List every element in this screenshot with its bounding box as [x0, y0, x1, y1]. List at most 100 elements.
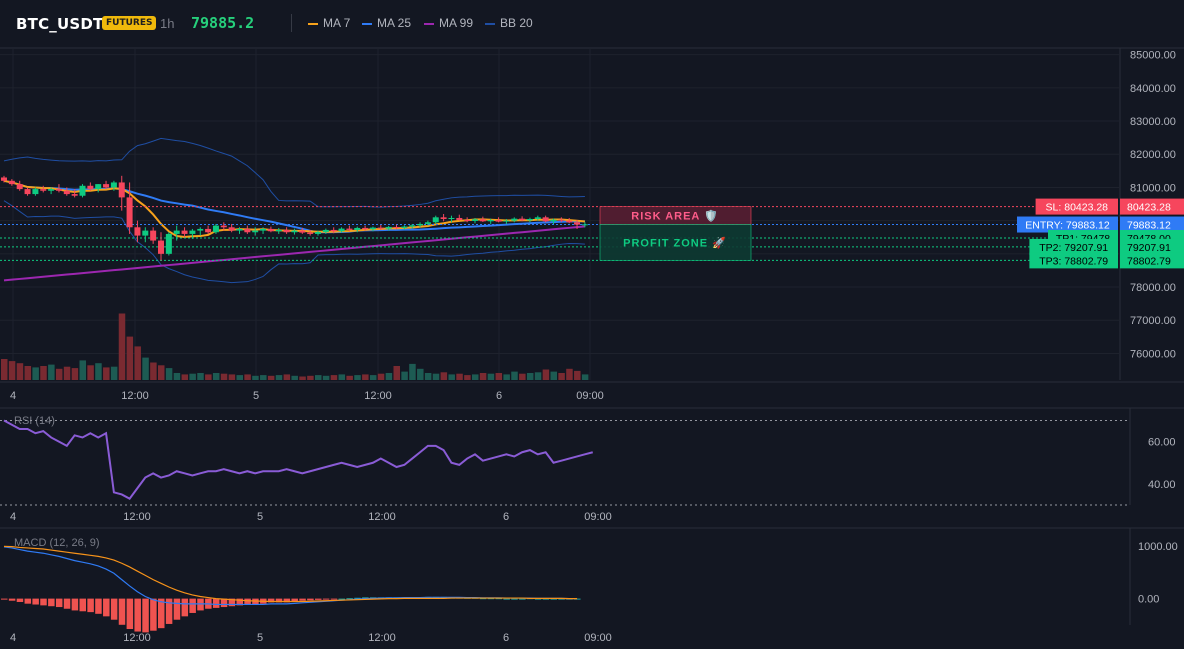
candle-body — [71, 194, 78, 196]
level-tag-bg-tp3 — [1029, 252, 1118, 269]
macd-hist-bar — [48, 598, 55, 607]
volume-bar — [542, 369, 550, 380]
candle-body — [79, 185, 86, 196]
macd-hist-bar — [212, 598, 220, 608]
macd-x-tick: 5 — [257, 632, 263, 644]
volume-bar — [150, 362, 157, 380]
volume-bar — [440, 372, 448, 380]
volume-bar — [8, 361, 16, 380]
candle-body — [244, 228, 251, 233]
macd-x-tick: 12:00 — [368, 632, 396, 644]
candle-body — [448, 217, 455, 219]
macd-hist-bar — [550, 598, 557, 600]
candle-body — [315, 231, 321, 234]
volume-bar — [48, 364, 55, 380]
macd-hist-bar — [275, 598, 283, 603]
volume-bar — [456, 373, 463, 380]
volume-bar — [448, 374, 455, 380]
volume-bar — [16, 363, 24, 380]
candle-body — [322, 229, 329, 232]
candle-body — [158, 240, 164, 254]
candle-body — [479, 219, 486, 222]
symbol-label[interactable]: BTC_USDT — [16, 15, 104, 33]
volume-bar — [197, 373, 204, 380]
volume-bar — [32, 367, 39, 380]
volume-bar — [260, 375, 267, 380]
level-tag-sl: SL: 80423.28 — [1046, 202, 1109, 214]
level-tag-tp3: TP3: 78802.79 — [1039, 255, 1108, 267]
volume-bar — [574, 370, 581, 380]
macd-hist-bar — [158, 598, 165, 629]
candle-body — [87, 185, 94, 190]
candle-body — [542, 217, 549, 222]
volume-bar — [228, 374, 236, 380]
macd-hist-bar — [142, 598, 149, 633]
level-price-sl: 80423.28 — [1127, 202, 1171, 214]
y-tick-label: 77000.00 — [1130, 315, 1176, 327]
volume-bar — [87, 365, 94, 380]
candle-body — [362, 227, 369, 230]
candle-body — [574, 222, 581, 225]
x-tick-label: 12:00 — [121, 390, 149, 402]
candle-body — [503, 220, 510, 222]
macd-hist-bar — [165, 598, 173, 624]
candle-body — [275, 229, 282, 232]
macd-hist-bar — [322, 598, 330, 600]
volume-bar — [24, 366, 32, 380]
y-tick-label: 85000.00 — [1130, 50, 1176, 62]
macd-hist-bar — [244, 598, 251, 605]
candle-body — [252, 230, 259, 233]
rsi-x-tick: 4 — [10, 511, 16, 523]
volume-bar — [220, 373, 228, 380]
candle-body — [534, 217, 541, 219]
volume-bar — [189, 373, 196, 380]
legend-ma25[interactable]: MA 25 — [362, 16, 411, 30]
macd-hist-bar — [534, 598, 542, 600]
candle-body — [1, 177, 7, 181]
level-price-bg-entry — [1120, 216, 1184, 233]
candle-body — [48, 189, 55, 191]
macd-hist-bar — [24, 598, 32, 604]
macd-x-tick: 6 — [503, 632, 509, 644]
volume-bar — [158, 365, 165, 380]
rsi-x-tick: 6 — [503, 511, 509, 523]
candle-body — [346, 228, 353, 230]
macd-hist-bar — [55, 598, 63, 608]
macd-hist-bar — [40, 598, 47, 606]
volume-bar — [244, 374, 251, 380]
macd-x-tick: 09:00 — [584, 632, 612, 644]
macd-hist-bar — [354, 597, 361, 599]
volume-bar — [566, 368, 573, 380]
level-price-tp3: 78802.79 — [1127, 255, 1171, 267]
legend-ma99[interactable]: MA 99 — [424, 16, 473, 30]
volume-bar — [487, 373, 495, 380]
candle-body — [440, 217, 447, 219]
candle-body — [95, 184, 102, 190]
candle-body — [165, 233, 172, 254]
candle-body — [126, 197, 133, 228]
level-tag-entry: ENTRY: 79883.12 — [1025, 220, 1110, 232]
timeframe-label[interactable]: 1h — [160, 16, 175, 31]
volume-bar — [165, 368, 173, 380]
volume-bar — [95, 363, 102, 380]
volume-bar — [511, 371, 518, 380]
macd-hist-bar — [283, 598, 291, 603]
volume-bar — [110, 366, 118, 380]
risk-zone-label: RISK AREA 🛡️ — [631, 210, 718, 223]
macd-hist-bar — [574, 598, 581, 600]
legend-ma7[interactable]: MA 7 — [308, 16, 350, 30]
volume-bar — [354, 375, 361, 380]
macd-hist-bar — [220, 598, 228, 608]
macd-hist-bar — [118, 598, 126, 625]
candle-body — [338, 228, 345, 232]
volume-bar — [307, 375, 314, 380]
volume-bar — [299, 376, 306, 380]
macd-hist-bar — [338, 598, 346, 600]
candle-body — [566, 220, 573, 223]
y-tick-label: 76000.00 — [1130, 348, 1176, 360]
volume-bar — [409, 363, 416, 380]
legend-bb20[interactable]: BB 20 — [485, 16, 533, 30]
candle-body — [472, 219, 478, 221]
candle-body — [189, 230, 196, 234]
